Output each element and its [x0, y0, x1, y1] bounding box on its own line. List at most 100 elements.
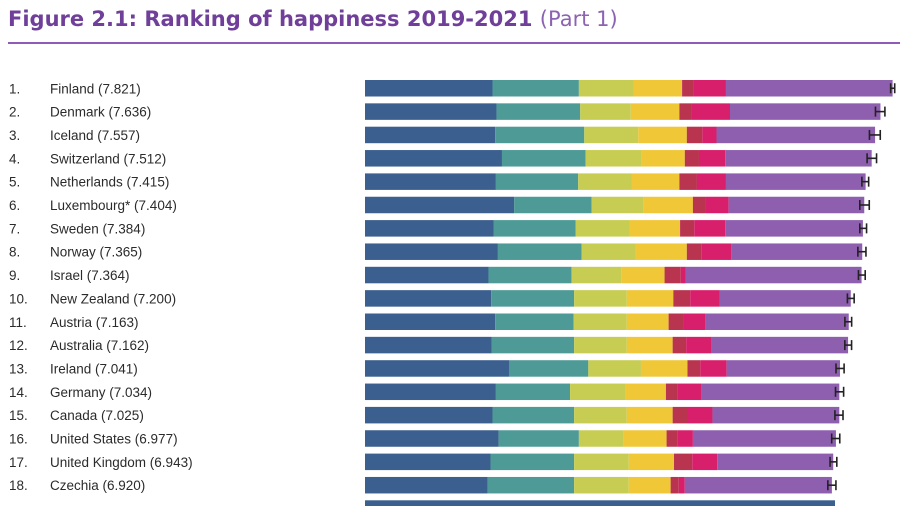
- bar-segment: [365, 150, 502, 167]
- bar-segment: [701, 243, 732, 260]
- bar-segment: [672, 406, 688, 424]
- rank-label: 1.: [9, 81, 20, 96]
- bar-segment: [365, 243, 498, 260]
- bar-segment: [570, 383, 626, 401]
- bar-segment: [588, 360, 641, 377]
- rank-label: 12.: [9, 338, 28, 353]
- rank-label: 13.: [9, 361, 28, 376]
- country-label: Iceland (7.557): [50, 128, 140, 143]
- country-label: Australia (7.162): [50, 338, 149, 353]
- rank-label: 9.: [9, 268, 20, 283]
- bar-segment: [578, 80, 634, 97]
- bar-segment: [365, 430, 499, 447]
- country-label: Switzerland (7.512): [50, 151, 166, 166]
- bar-segment: [685, 266, 862, 284]
- bar-segment: [672, 336, 687, 354]
- bar-segment: [495, 173, 579, 190]
- bar-segment: [574, 453, 629, 471]
- bar-segment: [574, 476, 629, 494]
- bar-segment: [687, 406, 713, 424]
- bar-segment: [365, 453, 491, 471]
- rank-label: 14.: [9, 385, 28, 400]
- bar-segment: [686, 243, 702, 260]
- bar-segment: [716, 126, 876, 144]
- bar-segment: [677, 383, 702, 401]
- bar-segment: [495, 383, 571, 401]
- bar-segment: [677, 430, 693, 447]
- bar-segment: [365, 220, 494, 237]
- country-label: Denmark (7.636): [50, 105, 151, 120]
- bar-segment: [633, 80, 683, 97]
- bar-segment: [365, 196, 515, 214]
- bar-segment: [365, 313, 496, 330]
- bar-segment: [581, 243, 636, 260]
- bar-segment: [493, 220, 576, 237]
- bar-segment: [365, 126, 496, 144]
- country-label: Germany (7.034): [50, 385, 152, 400]
- bar-segment: [365, 383, 496, 401]
- bar-segment: [498, 430, 579, 447]
- bar-segment: [635, 243, 687, 260]
- bar-segment: [712, 406, 840, 424]
- figure-title: Figure 2.1: Ranking of happiness 2019-20…: [8, 6, 618, 32]
- bar-segment: [574, 336, 627, 354]
- rank-label: 4.: [9, 151, 20, 166]
- bar-segment: [694, 220, 726, 237]
- bar-segment: [495, 313, 574, 330]
- bar-segment: [626, 313, 669, 330]
- bar-segment: [711, 336, 849, 354]
- bar-segment: [626, 290, 674, 307]
- bar-segment: [492, 406, 575, 424]
- bar-segment: [664, 266, 681, 284]
- bar-segment: [575, 220, 630, 237]
- bar-segment: [730, 103, 881, 120]
- country-label: Netherlands (7.415): [50, 175, 169, 190]
- country-label: Austria (7.163): [50, 315, 139, 330]
- bar-segment: [701, 383, 840, 401]
- bar-segment: [496, 103, 581, 120]
- bar-segment: [679, 173, 697, 190]
- bar-segment: [365, 266, 489, 284]
- bar-segment: [725, 173, 866, 190]
- bar-segment: [573, 313, 627, 330]
- bar-segment: [700, 360, 727, 377]
- bar-segment: [678, 476, 685, 494]
- bar-segment: [731, 243, 863, 260]
- rank-label: 16.: [9, 432, 28, 447]
- bar-segment: [640, 360, 688, 377]
- bar-segment: [621, 266, 665, 284]
- country-label: Israel (7.364): [50, 268, 130, 283]
- bar-segment: [578, 430, 624, 447]
- country-label: Finland (7.821): [50, 81, 141, 96]
- bar-segment: [686, 336, 712, 354]
- bar-segment: [490, 453, 575, 471]
- bar-segment: [680, 220, 695, 237]
- bar-segment: [365, 336, 492, 354]
- bar-segment: [365, 173, 496, 190]
- bar-segment: [574, 406, 627, 424]
- bar-segment: [625, 383, 666, 401]
- bar-segment: [684, 150, 699, 167]
- bar-segment: [580, 103, 631, 120]
- bar-segment: [491, 290, 575, 307]
- bar-segment: [726, 360, 840, 377]
- bar-segment: [690, 290, 720, 307]
- country-label: Ireland (7.041): [50, 361, 138, 376]
- rank-label: 2.: [9, 105, 20, 120]
- bar-segment: [492, 80, 579, 97]
- bar-segment: [725, 220, 863, 237]
- bar-segment: [691, 103, 731, 120]
- figure-title-main: Figure 2.1: Ranking of happiness 2019-20…: [8, 7, 533, 31]
- bar-segment: [501, 150, 586, 167]
- rank-label: 17.: [9, 455, 28, 470]
- bar-segment: [628, 453, 674, 471]
- title-divider: [8, 42, 900, 44]
- rank-label: 5.: [9, 175, 20, 190]
- bar-segment: [628, 476, 671, 494]
- bar-segment: [673, 290, 691, 307]
- bar-segment: [684, 476, 832, 494]
- bar-segment: [495, 126, 585, 144]
- country-label: Luxembourg* (7.404): [50, 198, 177, 213]
- bar-segment: [717, 453, 834, 471]
- bar-segment: [668, 313, 684, 330]
